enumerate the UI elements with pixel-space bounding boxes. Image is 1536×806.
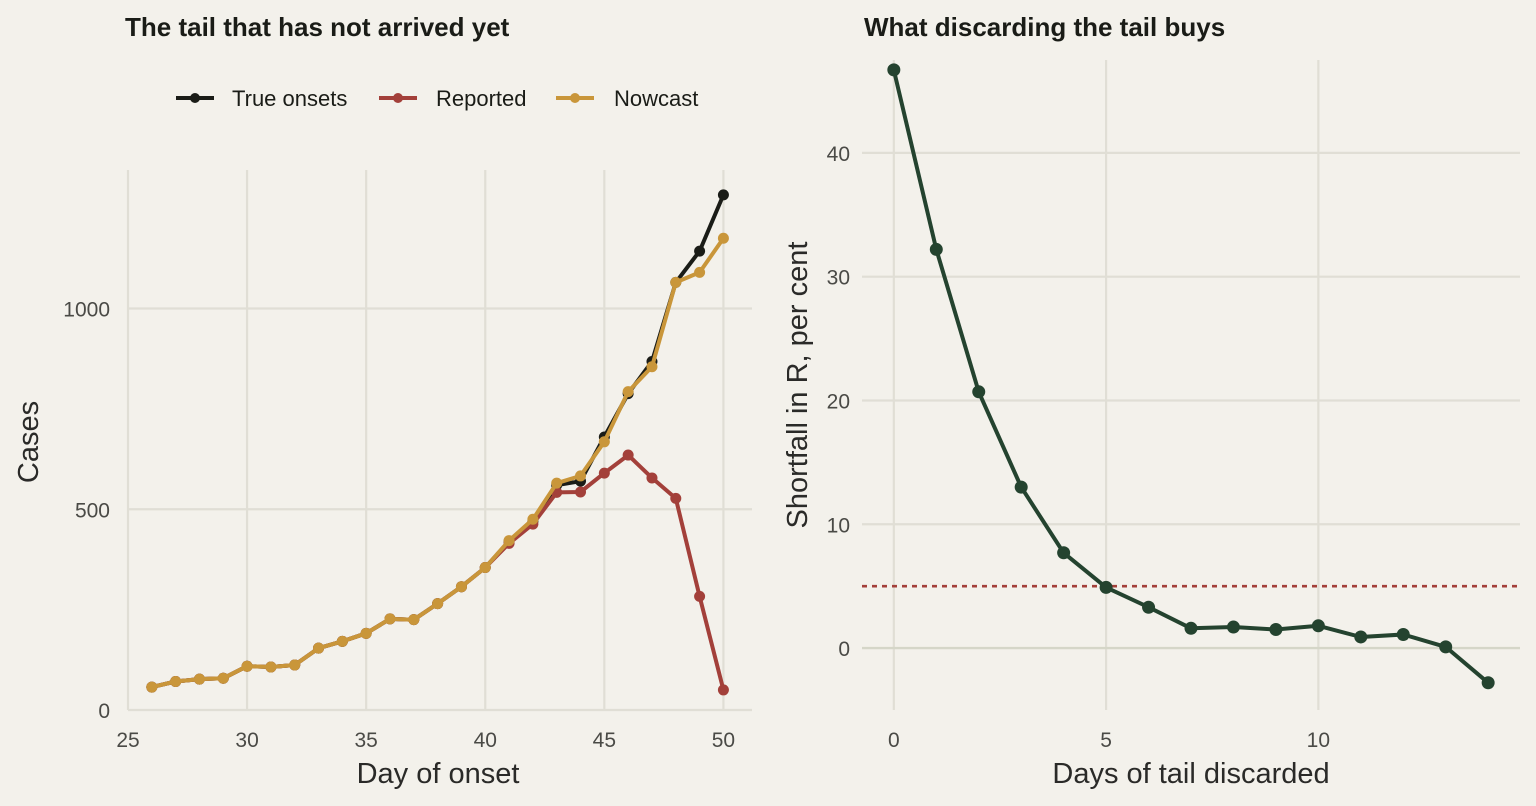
right-x-tick-label: 5 — [1100, 729, 1112, 752]
left-y-axis-title: Cases — [13, 401, 45, 483]
data-point-shortfall — [1226, 620, 1240, 634]
series-reported — [146, 449, 729, 696]
left-chart-panel: The tail that has not arrived yet True o… — [13, 12, 752, 790]
right-gridlines — [862, 60, 1520, 710]
data-point-nowcast — [217, 672, 229, 684]
right-x-tick-label: 10 — [1307, 729, 1330, 752]
legend: True onsets Reported Nowcast — [176, 86, 698, 111]
legend-item-reported: Reported — [379, 86, 527, 111]
legend-label-true-onsets: True onsets — [232, 86, 347, 111]
left-series — [146, 189, 729, 696]
legend-marker-nowcast — [570, 93, 580, 103]
left-x-tick-label: 35 — [354, 729, 377, 752]
data-point-nowcast — [598, 436, 610, 448]
data-point-nowcast — [408, 614, 420, 626]
left-x-axis-title: Day of onset — [357, 758, 520, 790]
left-x-tick-label: 40 — [474, 729, 497, 752]
data-point-shortfall — [1354, 630, 1368, 644]
data-point-shortfall — [1099, 580, 1113, 594]
data-point-reported — [694, 590, 706, 602]
right-y-tick-label: 0 — [838, 638, 850, 661]
series-line-shortfall — [891, 69, 1490, 685]
data-point-nowcast — [313, 642, 325, 654]
legend-marker-true-onsets — [190, 93, 200, 103]
right-y-tick-label: 30 — [827, 267, 850, 290]
data-point-shortfall — [1142, 600, 1156, 614]
data-point-nowcast — [384, 613, 396, 625]
right-y-tick-label: 20 — [827, 390, 850, 413]
data-point-nowcast — [551, 477, 563, 489]
data-point-shortfall — [1269, 623, 1283, 637]
left-x-tick-label: 30 — [235, 729, 258, 752]
data-point-nowcast — [289, 659, 301, 671]
data-point-nowcast — [527, 513, 539, 525]
data-point-shortfall — [1057, 546, 1071, 560]
data-point-shortfall — [1014, 480, 1028, 494]
data-point-reported — [646, 472, 658, 484]
data-point-nowcast — [432, 598, 444, 610]
left-x-tick-label: 50 — [712, 729, 735, 752]
legend-item-nowcast: Nowcast — [556, 86, 698, 111]
legend-item-true-onsets: True onsets — [176, 86, 347, 111]
right-y-tick-label: 40 — [827, 143, 850, 166]
right-chart-panel: What discarding the tail buys 0 5 10 0 10 20 3… — [782, 12, 1520, 790]
data-point-nowcast — [241, 660, 253, 672]
data-point-nowcast — [336, 635, 348, 647]
left-x-tick-label: 45 — [593, 729, 616, 752]
data-point-shortfall — [1396, 627, 1410, 641]
data-point-nowcast — [265, 661, 277, 673]
data-point-nowcast — [694, 266, 706, 278]
data-point-nowcast — [146, 681, 158, 693]
data-point-nowcast — [360, 627, 372, 639]
left-gridlines — [126, 170, 752, 712]
data-point-nowcast — [717, 232, 729, 244]
data-point-reported — [717, 684, 729, 696]
series-shortfall — [887, 63, 1495, 690]
left-chart-title: The tail that has not arrived yet — [125, 12, 510, 42]
series-true-onsets — [146, 189, 729, 693]
series-nowcast — [146, 232, 729, 693]
data-point-true-onsets — [694, 245, 706, 257]
data-point-reported — [670, 492, 682, 504]
right-x-tick-label: 0 — [888, 729, 900, 752]
right-y-axis-title: Shortfall in R, per cent — [782, 242, 814, 529]
right-y-tick-label: 10 — [827, 514, 850, 537]
data-point-shortfall — [1184, 621, 1198, 635]
left-y-tick-label: 500 — [75, 499, 110, 522]
right-tick-labels: 0 5 10 0 10 20 30 40 — [827, 143, 1330, 752]
legend-label-nowcast: Nowcast — [614, 86, 698, 111]
data-point-true-onsets — [717, 189, 729, 201]
data-point-nowcast — [193, 673, 205, 685]
data-point-nowcast — [670, 276, 682, 288]
data-point-reported — [622, 449, 634, 461]
left-y-tick-label: 0 — [98, 700, 110, 723]
left-x-tick-label: 25 — [116, 729, 139, 752]
data-point-shortfall — [929, 242, 943, 256]
data-point-nowcast — [622, 386, 634, 398]
right-chart-title: What discarding the tail buys — [864, 12, 1225, 42]
data-point-reported — [598, 467, 610, 479]
data-point-shortfall — [887, 63, 901, 77]
data-point-nowcast — [455, 581, 467, 593]
series-line-reported — [151, 453, 726, 691]
data-point-nowcast — [170, 675, 182, 687]
left-y-tick-label: 1000 — [63, 299, 110, 322]
data-point-shortfall — [1481, 676, 1495, 690]
data-point-nowcast — [575, 470, 587, 482]
right-series — [862, 63, 1520, 690]
series-line-true-onsets — [151, 194, 726, 690]
data-point-nowcast — [646, 361, 658, 373]
data-point-nowcast — [479, 561, 491, 573]
right-x-axis-title: Days of tail discarded — [1052, 758, 1329, 790]
data-point-shortfall — [1311, 619, 1325, 633]
data-point-shortfall — [1439, 640, 1453, 654]
data-point-shortfall — [972, 385, 986, 399]
legend-marker-reported — [393, 93, 403, 103]
data-point-reported — [575, 486, 587, 498]
data-point-nowcast — [503, 535, 515, 547]
legend-label-reported: Reported — [436, 86, 527, 111]
